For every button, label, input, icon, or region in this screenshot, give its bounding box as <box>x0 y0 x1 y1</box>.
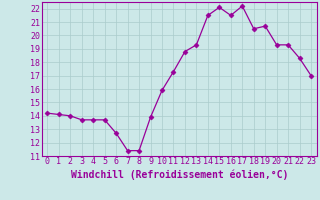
X-axis label: Windchill (Refroidissement éolien,°C): Windchill (Refroidissement éolien,°C) <box>70 169 288 180</box>
